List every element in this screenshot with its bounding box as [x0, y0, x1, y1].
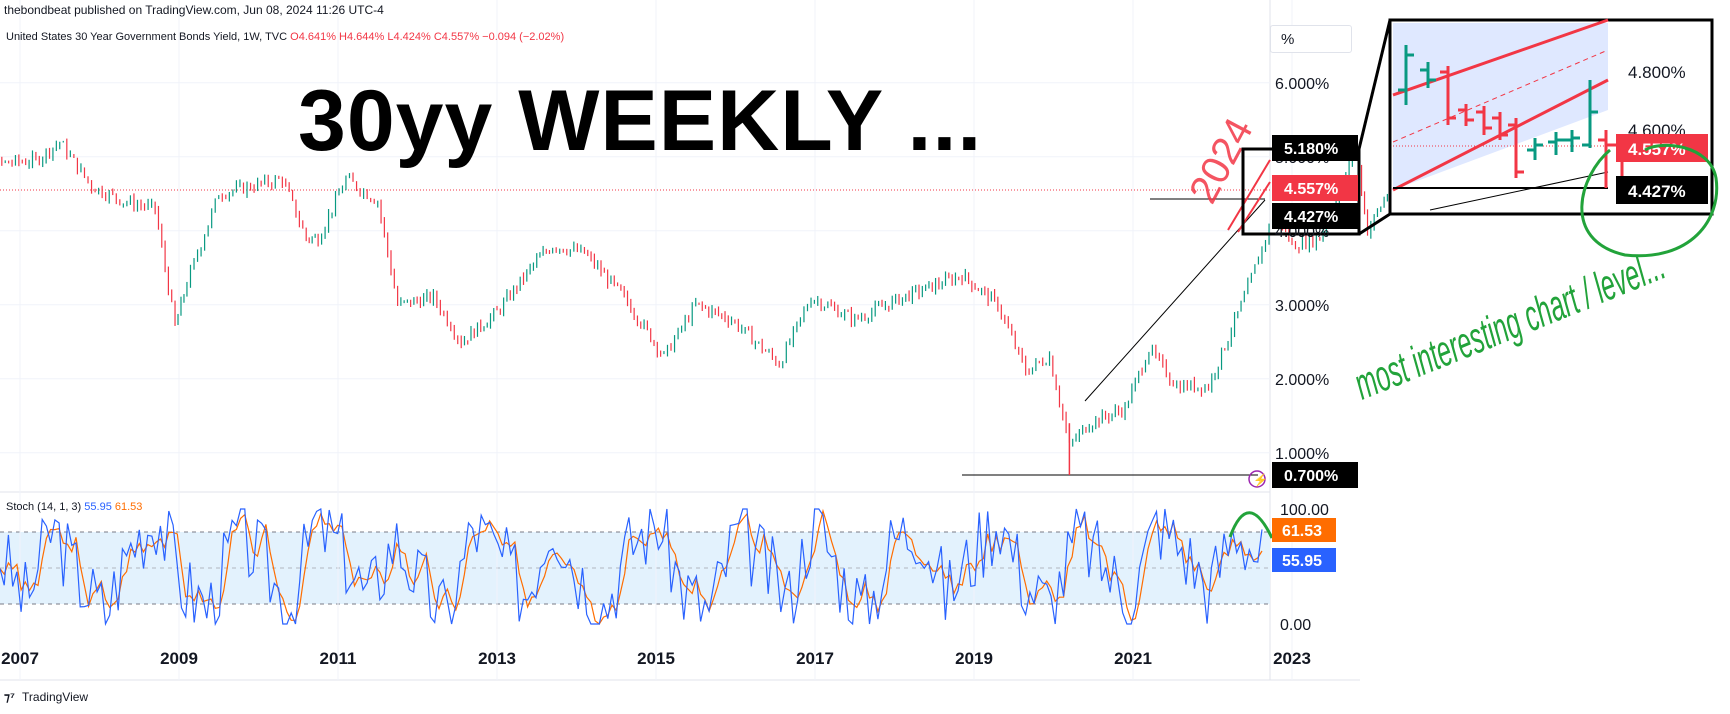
unit-button[interactable]: %	[1270, 25, 1352, 53]
price-badge-bg	[1272, 175, 1358, 201]
footer[interactable]: ⁊⁷ TradingView	[4, 690, 88, 704]
time-tick-label: 2017	[796, 649, 834, 668]
stoch-badge-bg	[1272, 518, 1336, 542]
stoch-axis[interactable]: 100.00 0.00	[1280, 502, 1329, 634]
attribution: thebondbeat published on TradingView.com…	[4, 3, 384, 17]
price-badge-bg	[1272, 203, 1358, 229]
stoch-legend[interactable]: Stoch (14, 1, 3) 55.95 61.53	[6, 501, 142, 513]
inset-badge: 4.557%	[1628, 140, 1686, 159]
price-tick-label: 2.000%	[1275, 372, 1329, 389]
time-tick-label: 2015	[637, 649, 675, 668]
stoch-name: Stoch (14, 1, 3)	[6, 501, 82, 513]
time-tick-label: 2023	[1273, 649, 1311, 668]
support-trendline[interactable]	[1084, 199, 1266, 402]
stoch-axis-badges: 61.53 55.95	[1272, 518, 1336, 572]
inset-connector-bottom	[1358, 212, 1391, 236]
symbol-legend[interactable]: United States 30 Year Government Bonds Y…	[6, 31, 564, 43]
time-tick-label: 2007	[1, 649, 39, 668]
time-tick-label: 2011	[320, 649, 357, 668]
inset-badge-bg	[1616, 134, 1708, 162]
inset-badge-bg	[1616, 176, 1708, 204]
alert-bolt-icon	[1248, 470, 1266, 488]
price-tick-label: 3.000%	[1275, 298, 1329, 315]
stoch-k-value: 55.95	[84, 501, 112, 513]
stoch-k-line[interactable]	[0, 508, 1263, 627]
stoch-badge: 61.53	[1282, 523, 1322, 540]
price-tick-label: 6.000%	[1275, 76, 1329, 93]
stoch-highlight-arc	[1228, 511, 1274, 539]
price-grid	[0, 0, 1293, 680]
price-badge-bg	[1272, 462, 1358, 488]
alert-bolt-icon: ⚡	[1253, 473, 1268, 487]
stoch-tick-label: 0.00	[1280, 617, 1311, 634]
symbol-name[interactable]: United States 30 Year Government Bonds Y…	[6, 31, 288, 43]
price-badge: 0.700%	[1284, 468, 1338, 485]
price-badge: 4.427%	[1284, 209, 1338, 226]
ohlc-values: O4.641% H4.644% L4.424% C4.557% −0.094 (…	[290, 31, 565, 43]
tradingview-logo-icon: ⁊⁷	[4, 690, 15, 704]
time-tick-label: 2019	[955, 649, 993, 668]
price-badge: 4.557%	[1284, 181, 1338, 198]
price-badge-bg	[1272, 135, 1358, 161]
stoch-tick-label: 100.00	[1280, 502, 1329, 519]
inset-tick-label: 4.800%	[1628, 63, 1686, 82]
level-circle	[1580, 143, 1719, 258]
chart-title-annotation: 30yy WEEKLY ...	[298, 73, 983, 169]
time-tick-label: 2009	[160, 649, 198, 668]
inset-badge: 4.427%	[1628, 182, 1686, 201]
footer-brand: TradingView	[22, 690, 89, 704]
price-tick-label: 1.000%	[1275, 446, 1329, 463]
inset-connector-top	[1357, 19, 1392, 150]
price-axis-badges: 5.180% 4.557% 4.427% 0.700% ⚡	[1248, 135, 1358, 488]
time-tick-label: 2021	[1114, 649, 1152, 668]
stoch-badge: 55.95	[1282, 553, 1322, 570]
time-axis[interactable]: 2007 2009 2011 2013 2015 2017 2019 2021 2023	[1, 649, 1311, 668]
time-tick-label: 2013	[478, 649, 516, 668]
stoch-d-value: 61.53	[114, 501, 143, 513]
inset-zoom: 4.800%4.600% 4.557%4.427%	[1388, 18, 1714, 216]
price-candles[interactable]	[0, 138, 1404, 475]
price-badge: 5.180%	[1284, 141, 1338, 158]
stoch-badge-bg	[1272, 548, 1336, 572]
